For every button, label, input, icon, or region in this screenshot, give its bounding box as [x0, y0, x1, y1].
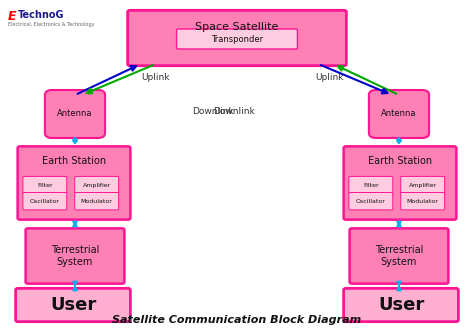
Text: Satellite Communication Block Diagram: Satellite Communication Block Diagram: [112, 315, 362, 325]
Text: Downlink: Downlink: [192, 108, 234, 117]
FancyBboxPatch shape: [23, 193, 67, 210]
Text: Terrestrial
System: Terrestrial System: [51, 245, 99, 267]
FancyBboxPatch shape: [18, 146, 130, 220]
FancyBboxPatch shape: [349, 176, 393, 194]
FancyBboxPatch shape: [369, 90, 429, 138]
Text: User: User: [50, 296, 96, 314]
FancyBboxPatch shape: [45, 90, 105, 138]
FancyBboxPatch shape: [75, 193, 118, 210]
Text: Earth Station: Earth Station: [42, 156, 106, 166]
FancyBboxPatch shape: [349, 193, 393, 210]
FancyBboxPatch shape: [75, 176, 118, 194]
FancyBboxPatch shape: [401, 176, 445, 194]
Text: Modulator: Modulator: [81, 199, 113, 204]
Text: Antenna: Antenna: [57, 110, 93, 119]
Text: Terrestrial
System: Terrestrial System: [375, 245, 423, 267]
Text: Amplifier: Amplifier: [409, 183, 437, 188]
Text: Filter: Filter: [363, 183, 379, 188]
FancyBboxPatch shape: [128, 10, 346, 66]
Text: Uplink: Uplink: [141, 73, 169, 82]
Text: Modulator: Modulator: [407, 199, 438, 204]
Text: Amplifier: Amplifier: [82, 183, 111, 188]
Text: Oscillator: Oscillator: [356, 199, 386, 204]
Text: TechnoG: TechnoG: [18, 10, 64, 20]
Text: E: E: [8, 10, 17, 23]
FancyBboxPatch shape: [177, 29, 297, 49]
FancyBboxPatch shape: [23, 176, 67, 194]
FancyBboxPatch shape: [26, 228, 124, 284]
Text: Downlink: Downlink: [213, 108, 255, 117]
Text: Antenna: Antenna: [381, 110, 417, 119]
Text: Oscillator: Oscillator: [30, 199, 60, 204]
Text: Transponder: Transponder: [211, 35, 263, 43]
FancyBboxPatch shape: [344, 288, 458, 322]
FancyBboxPatch shape: [344, 146, 456, 220]
Text: Filter: Filter: [37, 183, 53, 188]
Text: User: User: [378, 296, 424, 314]
Text: Space Satellite: Space Satellite: [195, 22, 279, 32]
FancyBboxPatch shape: [350, 228, 448, 284]
FancyBboxPatch shape: [401, 193, 445, 210]
FancyBboxPatch shape: [16, 288, 130, 322]
Text: Earth Station: Earth Station: [368, 156, 432, 166]
Text: Uplink: Uplink: [316, 73, 344, 82]
Text: Electrical, Electronics & Technology: Electrical, Electronics & Technology: [8, 22, 94, 27]
